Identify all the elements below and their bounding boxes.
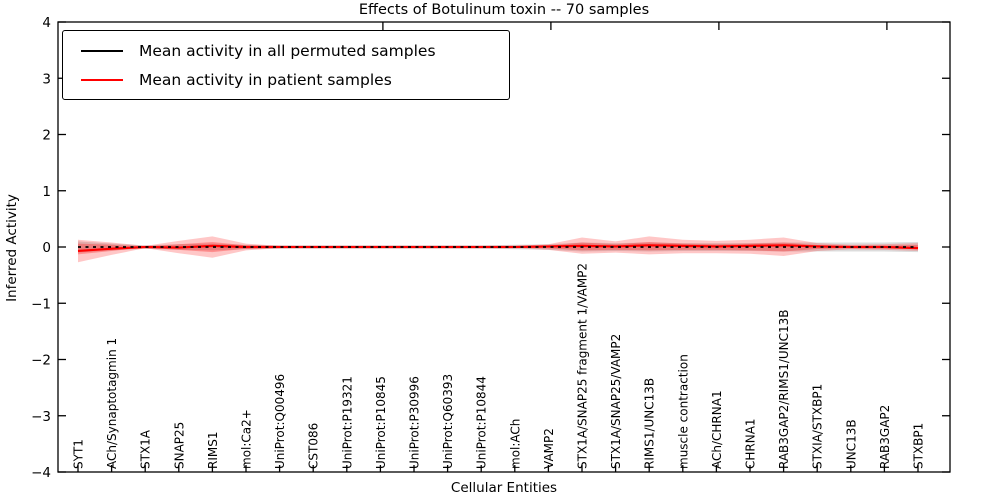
legend-label-patient: Mean activity in patient samples bbox=[139, 70, 392, 89]
x-tick-label: muscle contraction bbox=[676, 354, 690, 469]
y-axis-label: Inferred Activity bbox=[4, 194, 20, 302]
x-tick-label: STX1A/SNAP25/VAMP2 bbox=[609, 334, 623, 469]
x-tick-label: RAB3GAP2/RIMS1/UNC13B bbox=[777, 309, 791, 469]
legend-entry-permuted: Mean activity in all permuted samples bbox=[71, 40, 501, 62]
x-tick-label: STXIA/STXBP1 bbox=[811, 384, 825, 469]
x-tick-label: UniProt:P10844 bbox=[475, 376, 489, 469]
patient-mean-line-swatch bbox=[81, 78, 123, 81]
x-tick-label: VAMP2 bbox=[542, 428, 556, 469]
x-tick-label: mol:Ca2+ bbox=[240, 409, 254, 469]
x-tick-label: ACh/Synaptotagmin 1 bbox=[105, 338, 119, 469]
y-tick-label: 2 bbox=[42, 128, 51, 144]
x-tick-label: CST086 bbox=[307, 423, 321, 469]
x-tick-label: SYT1 bbox=[72, 439, 86, 469]
x-tick-label: SNAP25 bbox=[172, 422, 186, 469]
legend-box: Mean activity in all permuted samples Me… bbox=[62, 30, 510, 100]
x-tick-label: UniProt:P10845 bbox=[374, 376, 388, 469]
x-tick-label: mol:ACh bbox=[508, 419, 522, 469]
y-tick-label: 0 bbox=[42, 240, 51, 256]
chart-title: Effects of Botulinum toxin -- 70 samples bbox=[358, 2, 650, 18]
y-tick-label: 1 bbox=[42, 184, 51, 200]
legend-entry-patient: Mean activity in patient samples bbox=[71, 69, 501, 91]
x-tick-label: UniProt:Q60393 bbox=[441, 374, 455, 469]
permuted-mean-line-swatch bbox=[81, 49, 123, 52]
patient-samples-outer-band bbox=[78, 236, 918, 263]
x-tick-label: RIMS1 bbox=[206, 432, 220, 469]
y-tick-label: 3 bbox=[42, 71, 51, 87]
y-tick-label: 4 bbox=[42, 15, 51, 31]
x-tick-label: RAB3GAP2 bbox=[878, 405, 892, 469]
y-tick-label: −2 bbox=[31, 353, 51, 369]
x-axis-label: Cellular Entities bbox=[450, 480, 558, 496]
x-tick-label: ACh/CHRNA1 bbox=[710, 390, 724, 469]
x-tick-label: UNC13B bbox=[844, 419, 858, 469]
y-tick-label: −4 bbox=[31, 465, 51, 481]
y-tick-label: −3 bbox=[31, 409, 51, 425]
x-tick-label: CHRNA1 bbox=[744, 418, 758, 469]
x-tick-label: RIMS1/UNC13B bbox=[643, 378, 657, 469]
x-tick-label: STXBP1 bbox=[912, 423, 926, 469]
x-tick-label: UniProt:P30996 bbox=[408, 376, 422, 469]
x-tick-label: UniProt:P19321 bbox=[340, 376, 354, 469]
patient-samples-inner-band bbox=[78, 241, 918, 255]
x-tick-label: UniProt:Q00496 bbox=[273, 374, 287, 469]
x-tick-label: STX1A/SNAP25 fragment 1/VAMP2 bbox=[576, 263, 590, 469]
y-tick-label: −1 bbox=[31, 296, 51, 312]
x-tick-label: STX1A bbox=[139, 429, 153, 469]
legend-label-permuted: Mean activity in all permuted samples bbox=[139, 41, 436, 60]
